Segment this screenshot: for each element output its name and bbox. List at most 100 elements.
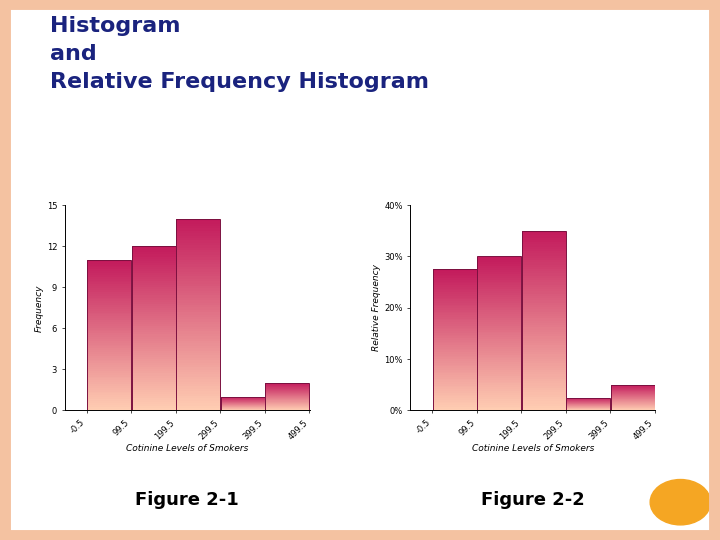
Bar [87,294,131,296]
Bar [477,281,521,284]
Bar [176,396,220,399]
Bar [87,320,131,322]
Bar [176,346,220,348]
Bar [176,279,220,281]
Bar [522,285,566,287]
Bar [477,302,521,305]
Bar [87,345,131,347]
Bar [176,238,220,240]
Bar [477,343,521,345]
Bar [522,302,566,305]
Bar [477,395,521,397]
Bar [132,334,176,336]
Bar [433,407,477,409]
Bar [132,252,176,254]
Bar [176,240,220,243]
Bar [433,350,477,352]
Bar [132,377,176,380]
Bar [132,406,176,408]
Bar [433,331,477,333]
Bar [522,233,566,235]
Bar [87,260,131,262]
Bar [176,332,220,334]
Bar [433,280,477,282]
Bar [132,369,176,372]
Bar [522,323,566,325]
Bar [87,305,131,307]
Bar [433,370,477,372]
Bar [176,360,220,362]
Bar [477,333,521,335]
Bar [87,376,131,379]
Bar [87,339,131,341]
Bar [87,371,131,373]
Bar [132,269,176,271]
Bar [477,318,521,320]
Bar [522,260,566,262]
Bar [433,342,477,343]
Bar [433,388,477,389]
Bar [433,317,477,319]
Bar [132,308,176,310]
Bar [522,235,566,238]
Bar [477,339,521,341]
Bar [433,299,477,301]
Bar [522,249,566,251]
Bar [132,267,176,269]
Bar [477,270,521,272]
Bar [433,324,477,326]
Bar [132,289,176,292]
Bar [433,278,477,280]
Bar [477,353,521,355]
Bar [87,273,131,275]
Bar [522,383,566,386]
Bar [87,392,131,394]
Bar [477,259,521,260]
Bar [87,277,131,279]
Bar [87,322,131,324]
Bar [477,364,521,366]
Bar [176,269,220,272]
Bar [176,401,220,403]
Bar [433,398,477,400]
Bar [522,332,566,334]
Bar [433,393,477,395]
Bar [87,348,131,350]
Bar [87,360,131,361]
Bar [433,375,477,377]
Bar [176,265,220,267]
Bar [87,354,131,356]
Bar [477,389,521,391]
Bar [87,267,131,269]
Bar [477,316,521,318]
Bar [176,370,220,372]
Bar [566,397,611,410]
Bar [477,293,521,295]
Bar [433,389,477,391]
Bar [433,284,477,285]
Bar [433,343,477,345]
Text: Histogram
and
Relative Frequency Histogram: Histogram and Relative Frequency Histogr… [50,16,429,92]
Bar [433,373,477,375]
Bar [176,389,220,392]
Bar [176,252,220,255]
Bar [176,291,220,293]
Bar [176,339,220,341]
X-axis label: Cotinine Levels of Smokers: Cotinine Levels of Smokers [472,444,594,453]
Bar [477,312,521,314]
Bar [176,219,220,410]
Bar [522,231,566,410]
Bar [176,403,220,406]
Bar [87,356,131,357]
Bar [522,343,566,345]
Bar [433,269,477,271]
Bar [176,221,220,224]
Bar [87,380,131,382]
Bar [477,284,521,285]
Bar [132,336,176,339]
Bar [477,297,521,299]
Bar [132,347,176,349]
Bar [522,370,566,372]
Bar [522,386,566,388]
Bar [176,310,220,312]
